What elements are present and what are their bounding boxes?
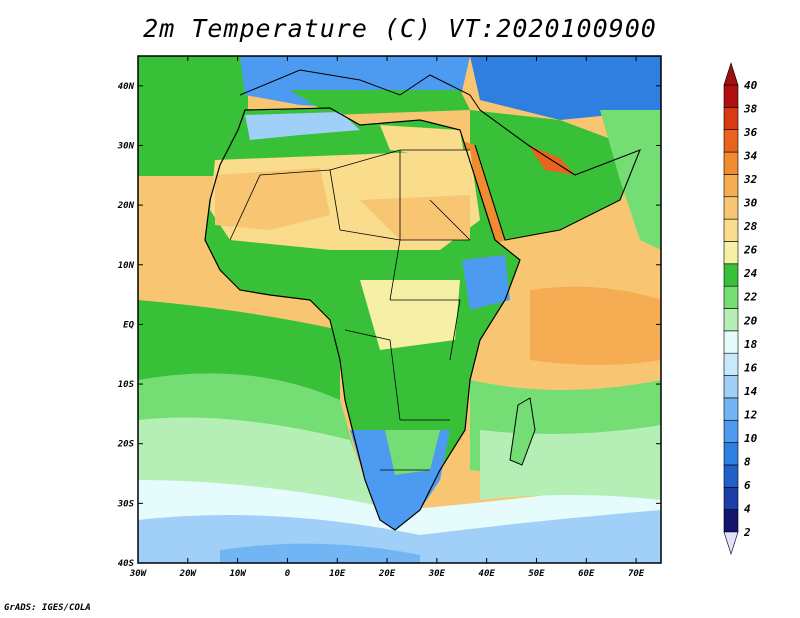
lat-tick-label: 30S bbox=[117, 499, 135, 509]
colorbar-label: 12 bbox=[744, 408, 758, 421]
colorbar-bin bbox=[723, 308, 739, 332]
colorbar-label: 10 bbox=[744, 432, 758, 445]
colorbar-label: 20 bbox=[743, 314, 758, 327]
colorbar-label: 36 bbox=[743, 126, 758, 139]
colorbar-label: 22 bbox=[743, 291, 758, 304]
colorbar-label: 38 bbox=[743, 103, 758, 116]
lat-tick-label: 30N bbox=[117, 141, 135, 151]
colorbar-bin bbox=[723, 375, 739, 399]
colorbar-under-triangle bbox=[723, 531, 739, 555]
colorbar-label: 16 bbox=[744, 361, 758, 374]
longitude-axis: 30W 20W 10W 0 10E 20E 30E 40E 50E 60E 70E bbox=[129, 56, 645, 579]
region-mediterranean bbox=[290, 90, 470, 115]
ocean-indian-subtropic bbox=[480, 425, 661, 500]
colorbar-label: 6 bbox=[744, 479, 751, 492]
colorbar-label: 28 bbox=[743, 220, 758, 233]
colorbar-bin bbox=[723, 330, 739, 354]
colorbar-bin bbox=[723, 107, 739, 130]
colorbar-label: 4 bbox=[744, 502, 751, 515]
region-north-africa-coast bbox=[245, 112, 360, 140]
colorbar-bin bbox=[723, 84, 739, 108]
lon-tick-label: 10W bbox=[229, 569, 247, 579]
colorbar-label: 32 bbox=[743, 173, 758, 186]
colorbar-bin bbox=[723, 151, 739, 175]
colorbar-bin bbox=[723, 241, 739, 265]
region-congo-warm bbox=[360, 280, 460, 350]
colorbar-label: 26 bbox=[743, 244, 758, 257]
region-india bbox=[600, 110, 661, 250]
lon-tick-label: 20W bbox=[179, 569, 198, 579]
colorbar-label: 34 bbox=[743, 150, 758, 163]
colorbar-bin bbox=[723, 509, 739, 533]
region-madagascar bbox=[510, 398, 535, 465]
lon-tick-label: 10E bbox=[329, 569, 346, 579]
map-title: 2m Temperature (C) VT:2020100900 bbox=[143, 14, 657, 43]
grads-credit: GrADS: IGES/COLA bbox=[4, 603, 91, 613]
arabia-coastline bbox=[474, 109, 641, 241]
region-kalahari bbox=[385, 430, 440, 475]
country-borders bbox=[229, 149, 471, 471]
africa-coastline bbox=[204, 107, 521, 531]
colorbar-bin bbox=[723, 263, 739, 287]
colorbar-label: 30 bbox=[743, 197, 758, 210]
lat-tick-label: 20N bbox=[117, 201, 135, 211]
lon-tick-label: 30W bbox=[129, 569, 148, 579]
latitude-axis: 40N 30N 20N 10N EQ 10S 20S 30S 40S bbox=[117, 82, 661, 569]
lat-tick-label: 40S bbox=[118, 559, 135, 569]
europe-coastline bbox=[239, 69, 481, 111]
colorbar-bin bbox=[723, 196, 739, 220]
lon-tick-label: 20E bbox=[378, 569, 396, 579]
colorbar-bin bbox=[723, 397, 739, 421]
ocean-indian-equator bbox=[530, 286, 661, 365]
region-middle-east-cold bbox=[470, 56, 661, 120]
lon-tick-label: 0 bbox=[285, 569, 291, 579]
lat-tick-label: 20S bbox=[117, 440, 135, 450]
colorbar-bin bbox=[723, 486, 739, 510]
lon-tick-label: 50E bbox=[528, 569, 545, 579]
lon-tick-label: 60E bbox=[578, 569, 595, 579]
lat-tick-label: 40N bbox=[118, 82, 135, 92]
colorbar-bin bbox=[723, 464, 739, 488]
colorbar-label: 2 bbox=[743, 526, 751, 539]
region-sahara-hot bbox=[215, 168, 330, 230]
map-plot-area bbox=[138, 56, 661, 563]
colorbar-label: 24 bbox=[743, 267, 758, 280]
ocean-southern-coldest bbox=[220, 543, 420, 563]
colorbar-label: 40 bbox=[744, 79, 758, 92]
lat-tick-label: 10S bbox=[118, 380, 135, 390]
colorbar-label: 18 bbox=[744, 338, 758, 351]
colorbar-bin bbox=[723, 174, 739, 198]
colorbar-label: 8 bbox=[744, 455, 751, 468]
lon-tick-label: 40E bbox=[479, 569, 496, 579]
colorbar-bin bbox=[723, 442, 739, 466]
colorbar-bin bbox=[723, 285, 739, 309]
region-arabia bbox=[470, 110, 640, 240]
map-frame bbox=[137, 55, 662, 564]
colorbar-bin bbox=[723, 129, 739, 153]
colorbar-bin bbox=[723, 419, 739, 443]
lat-tick-label: 10N bbox=[118, 261, 135, 271]
lon-tick-label: 70E bbox=[628, 569, 645, 579]
region-sahel-hot bbox=[360, 195, 470, 240]
lon-tick-label: 30E bbox=[428, 569, 446, 579]
colorbar-bin bbox=[723, 218, 739, 242]
region-east-african-highlands bbox=[462, 255, 510, 310]
region-egypt bbox=[380, 125, 465, 160]
madagascar-coastline bbox=[509, 397, 536, 466]
colorbar-over-triangle bbox=[723, 62, 739, 86]
colorbar-label: 14 bbox=[744, 385, 758, 398]
colorbar-bin bbox=[723, 352, 739, 376]
lat-tick-label: EQ bbox=[123, 320, 134, 330]
